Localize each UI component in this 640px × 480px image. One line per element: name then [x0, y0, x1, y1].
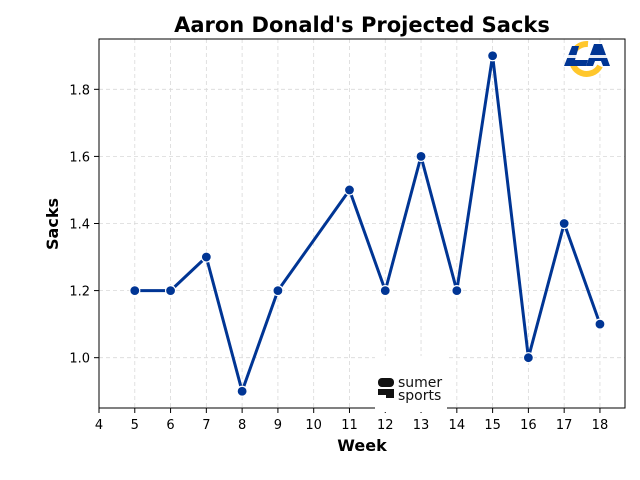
x-tick-label: 17 — [556, 418, 573, 433]
data-point — [379, 284, 391, 297]
watermark-line1: sumer — [398, 375, 442, 391]
data-point — [594, 318, 606, 330]
x-tick-label: 11 — [341, 418, 358, 433]
sumer-sports-watermark: sumer sports — [375, 356, 447, 412]
data-point — [272, 284, 284, 297]
y-axis-label: Sacks — [43, 198, 62, 250]
x-tick-label: 4 — [95, 418, 103, 433]
y-tick-label: 1.0 — [69, 352, 90, 367]
sports-mark-icon — [378, 389, 394, 398]
y-tick-label: 1.6 — [69, 150, 90, 165]
data-point — [343, 184, 356, 196]
data-point — [451, 284, 463, 297]
series — [129, 50, 606, 397]
data-point — [200, 251, 212, 263]
data-point — [415, 150, 427, 163]
data-point — [522, 352, 534, 364]
x-tick-label: 15 — [484, 418, 501, 433]
y-axis-ticks: 1.0 1.2 1.4 1.6 1.8 — [69, 83, 99, 367]
data-point — [558, 217, 570, 230]
data-point — [236, 385, 248, 397]
rams-logo — [564, 40, 610, 77]
y-tick-label: 1.8 — [69, 83, 90, 98]
x-axis-ticks: 4 5 6 7 8 9 10 11 12 13 14 15 16 17 18 — [95, 408, 608, 433]
x-tick-label: 8 — [238, 418, 246, 433]
x-axis-label: Week — [337, 436, 387, 455]
data-point — [487, 50, 499, 62]
x-tick-label: 6 — [166, 418, 174, 433]
x-tick-label: 12 — [377, 418, 394, 433]
sumer-mark-icon — [378, 378, 394, 387]
x-tick-label: 10 — [305, 418, 322, 433]
x-tick-label: 14 — [449, 418, 466, 433]
data-point — [129, 284, 141, 297]
y-tick-label: 1.4 — [69, 218, 90, 233]
x-tick-label: 5 — [131, 418, 139, 433]
x-tick-label: 7 — [202, 418, 210, 433]
watermark-line2: sports — [398, 388, 441, 404]
x-tick-label: 18 — [592, 418, 609, 433]
x-tick-label: 9 — [274, 418, 282, 433]
x-tick-label: 13 — [413, 418, 430, 433]
y-tick-label: 1.2 — [69, 285, 90, 300]
x-tick-label: 16 — [520, 418, 537, 433]
chart-title: Aaron Donald's Projected Sacks — [174, 13, 550, 37]
data-point — [164, 284, 177, 297]
